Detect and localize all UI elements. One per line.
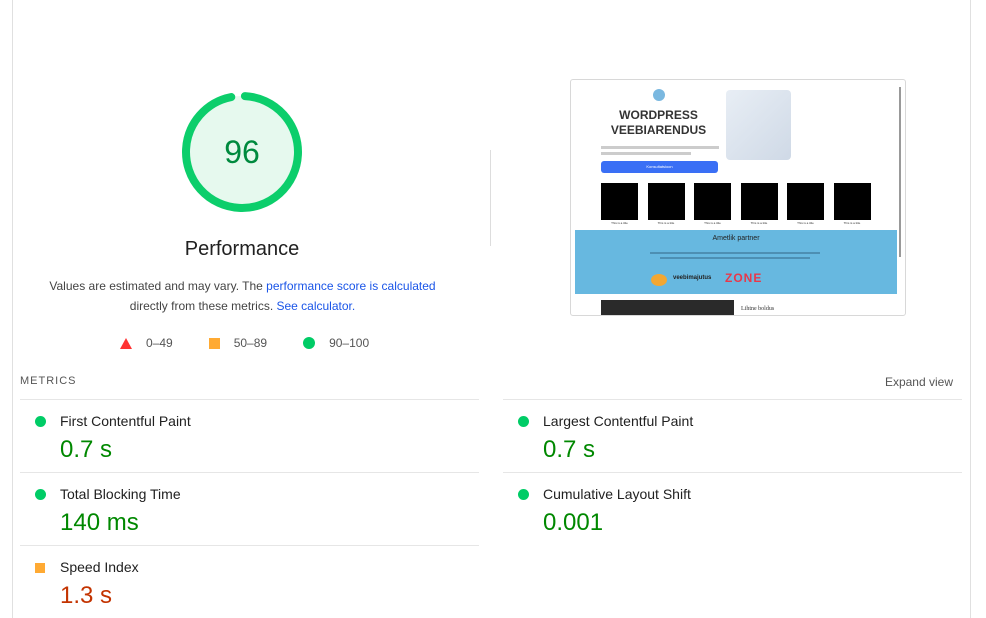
score-gauge	[182, 92, 302, 212]
shot-card: This is a title	[601, 183, 638, 225]
shot-image	[601, 300, 734, 315]
shot-logo-veebimajutus: veebimajutus	[673, 275, 712, 281]
shot-scrollbar	[899, 87, 901, 257]
metrics-heading: METRICS	[20, 375, 77, 387]
pass-circle-icon	[35, 489, 46, 500]
metric-title: Cumulative Layout Shift	[543, 486, 691, 502]
shot-card-title: This is a title	[843, 221, 861, 225]
desc-text-2: directly from these metrics.	[129, 299, 277, 313]
report-frame	[12, 0, 971, 618]
metric-title: Largest Contentful Paint	[543, 413, 694, 429]
calculator-link[interactable]: See calculator.	[276, 299, 356, 313]
score-calc-link[interactable]: performance score is calculated	[266, 279, 436, 293]
shot-card-title: This is a title	[657, 221, 675, 225]
shot-card-title: This is a title	[611, 221, 628, 225]
shot-card: This is a title	[787, 183, 824, 225]
shot-text	[601, 152, 691, 155]
final-screenshot[interactable]: WORDPRESS VEEBIARENDUS Konsultatsioon Th…	[570, 79, 906, 316]
divider	[490, 150, 491, 246]
shot-card: This is a title	[833, 183, 871, 225]
score-legend: 0–49 50–89 90–100	[120, 336, 405, 350]
metric-value: 140 ms	[60, 509, 139, 536]
metric-value: 0.7 s	[60, 436, 113, 463]
metric-title: First Contentful Paint	[60, 413, 191, 429]
pass-circle-icon	[518, 489, 529, 500]
shot-card: This is a title	[740, 183, 778, 225]
metric-value: 0.001	[543, 509, 604, 536]
metric-cumulative-layout-shift: Cumulative Layout Shift 0.001	[503, 472, 962, 545]
pass-circle-icon	[35, 416, 46, 427]
wordpress-logo-icon	[653, 89, 665, 101]
metric-total-blocking-time: Total Blocking Time 140 ms	[20, 472, 479, 545]
shot-button: Konsultatsioon	[601, 161, 718, 173]
metric-title: Speed Index	[60, 559, 139, 575]
fail-triangle-icon	[120, 337, 132, 349]
metric-first-contentful-paint: First Contentful Paint 0.7 s	[20, 399, 479, 472]
shot-logo-zone: ZONE	[725, 271, 763, 285]
metric-largest-contentful-paint: Largest Contentful Paint 0.7 s	[503, 399, 962, 472]
pass-circle-icon	[518, 416, 529, 427]
shot-card: This is a title	[647, 183, 685, 225]
metric-value: 0.7 s	[543, 436, 596, 463]
metric-speed-index: Speed Index 1.3 s	[20, 545, 479, 618]
average-square-icon	[208, 337, 220, 349]
average-square-icon	[35, 563, 45, 573]
performance-score: 96	[224, 133, 260, 170]
expand-view-toggle[interactable]: Expand view	[884, 375, 953, 389]
shot-illustration	[726, 90, 791, 160]
shot-title-1: WORDPRESS	[619, 108, 698, 122]
category-title: Performance	[184, 238, 300, 260]
metric-title: Total Blocking Time	[60, 486, 181, 502]
fox-logo-icon	[651, 274, 667, 286]
legend-pass: 90–100	[329, 336, 370, 350]
desc-text: Values are estimated and may vary. The	[49, 279, 267, 293]
shot-title-2: VEEBIARENDUS	[610, 123, 707, 137]
pass-circle-icon	[303, 337, 316, 349]
score-description: Values are estimated and may vary. The p…	[40, 276, 445, 316]
shot-partner-section: Ametlik partner veebimajutus ZONE	[575, 230, 897, 294]
shot-bottom-heading: Lihtne boldus	[741, 306, 775, 312]
shot-card: This is a title	[694, 183, 731, 225]
legend-fail: 0–49	[146, 336, 173, 350]
shot-card-title: This is a title	[750, 221, 768, 225]
shot-card-title: This is a title	[797, 221, 814, 225]
legend-average: 50–89	[233, 336, 268, 350]
shot-partner-heading: Ametlik partner	[712, 235, 760, 242]
shot-card-title: This is a title	[704, 221, 721, 225]
shot-text	[601, 146, 719, 149]
metric-value: 1.3 s	[60, 582, 113, 609]
